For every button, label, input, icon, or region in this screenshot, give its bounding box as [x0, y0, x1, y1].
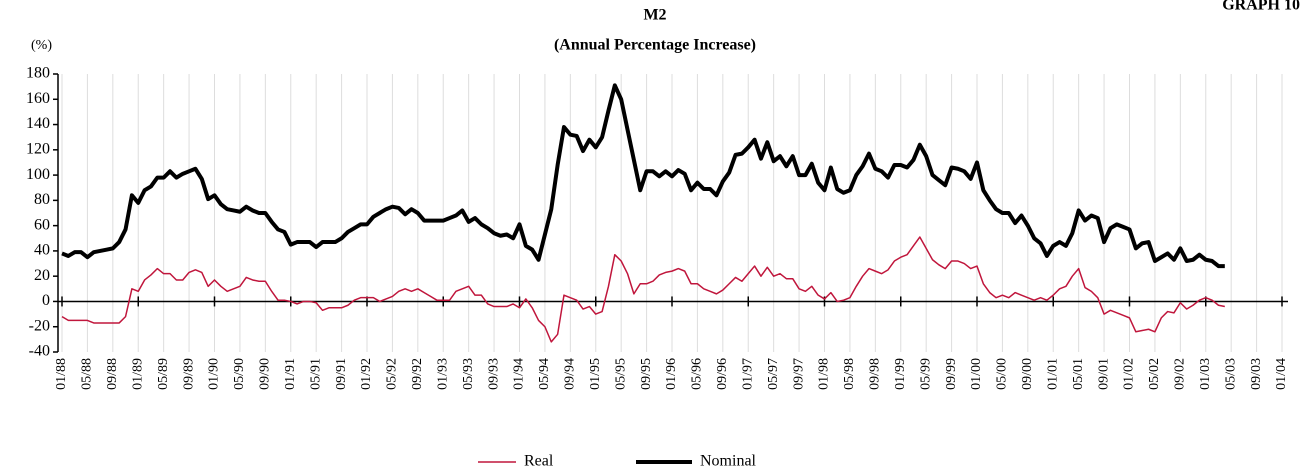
legend-label: Nominal: [700, 453, 757, 470]
x-tick-label: 09/02: [1173, 358, 1188, 390]
x-tick-label: 05/95: [613, 358, 628, 390]
x-tick-label: 09/96: [715, 358, 730, 390]
y-tick-label: 160: [26, 90, 50, 107]
x-tick-label: 09/97: [791, 358, 806, 390]
x-tick-label: 01/95: [588, 358, 603, 390]
x-tick-label: 09/01: [1096, 358, 1111, 390]
x-tick-label: 01/92: [359, 358, 374, 390]
y-tick-label: -40: [29, 343, 50, 360]
x-tick-label: 09/98: [868, 358, 883, 390]
x-tick-label: 09/00: [1020, 358, 1035, 390]
x-tick-label: 05/00: [995, 358, 1010, 390]
x-tick-label: 01/04: [1274, 358, 1289, 390]
x-tick-label: 01/99: [893, 358, 908, 390]
x-tick-label: 09/94: [563, 358, 578, 390]
x-tick-label: 05/93: [461, 358, 476, 390]
x-tick-label: 05/02: [1147, 358, 1162, 390]
y-tick-label: 140: [26, 115, 50, 132]
x-tick-label: 05/92: [385, 358, 400, 390]
y-tick-label: 40: [34, 242, 50, 259]
x-tick-label: 01/96: [664, 358, 679, 390]
legend-label: Real: [524, 453, 554, 470]
y-tick-label: 60: [34, 216, 50, 233]
x-tick-label: 01/02: [1122, 358, 1137, 390]
x-tick-label: 05/99: [918, 358, 933, 390]
corner-label: GRAPH 10: [1222, 0, 1300, 14]
x-tick-label: 09/92: [410, 358, 425, 390]
x-tick-label: 09/89: [181, 358, 196, 390]
x-tick-label: 09/99: [944, 358, 959, 390]
x-tick-label: 05/03: [1223, 358, 1238, 390]
x-tick-label: 09/90: [258, 358, 273, 390]
x-tick-label: 01/94: [512, 358, 527, 390]
x-tick-label: 01/01: [1045, 358, 1060, 390]
x-tick-label: 09/93: [486, 358, 501, 390]
y-axis-label: (%): [31, 38, 52, 53]
x-tick-label: 05/91: [308, 358, 323, 390]
x-tick-label: 09/88: [105, 358, 120, 390]
x-tick-label: 01/88: [54, 358, 69, 390]
x-tick-label: 09/95: [639, 358, 654, 390]
x-tick-label: 01/03: [1198, 358, 1213, 390]
x-tick-label: 05/98: [842, 358, 857, 390]
y-tick-label: 180: [26, 65, 50, 82]
series-line: [61, 83, 1225, 269]
y-tick-label: -20: [29, 317, 50, 334]
chart-subtitle: (Annual Percentage Increase): [554, 37, 756, 54]
y-tick-label: 0: [42, 292, 50, 309]
x-tick-label: 05/94: [537, 358, 552, 390]
x-tick-label: 05/88: [80, 358, 95, 390]
y-tick-label: 20: [34, 267, 50, 284]
x-tick-label: 01/91: [283, 358, 298, 390]
x-tick-label: 01/98: [817, 358, 832, 390]
x-tick-label: 01/93: [435, 358, 450, 390]
x-tick-label: 05/89: [156, 358, 171, 390]
y-tick-label: 100: [26, 166, 50, 183]
x-tick-label: 09/91: [334, 358, 349, 390]
series-line: [61, 236, 1225, 343]
x-tick-label: 01/00: [969, 358, 984, 390]
y-tick-label: 80: [34, 191, 50, 208]
y-tick-label: 120: [26, 140, 50, 157]
x-tick-label: 05/96: [690, 358, 705, 390]
x-tick-label: 09/03: [1249, 358, 1264, 390]
x-tick-label: 05/97: [766, 358, 781, 390]
x-tick-label: 01/89: [130, 358, 145, 390]
chart-title: M2: [643, 7, 666, 24]
x-tick-label: 01/97: [740, 358, 755, 390]
x-tick-label: 01/90: [207, 358, 222, 390]
x-tick-label: 05/90: [232, 358, 247, 390]
x-tick-label: 05/01: [1071, 358, 1086, 390]
